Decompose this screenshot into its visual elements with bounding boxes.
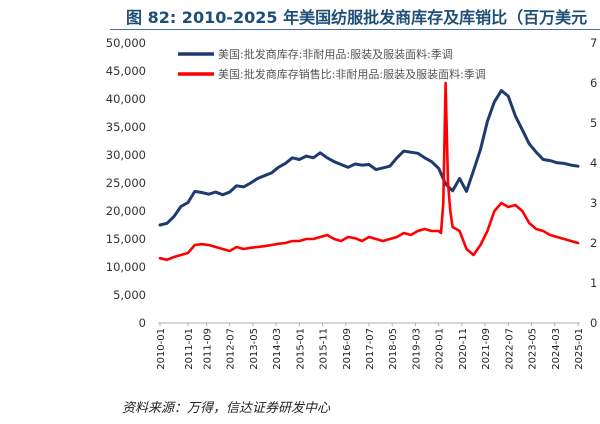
right-tick-label: 0 <box>590 316 597 330</box>
right-tick-label: 2 <box>590 236 597 250</box>
right-tick-label: 1 <box>590 276 597 290</box>
inventory-sales-ratio-line <box>158 81 580 262</box>
x-tick-label: 2018-05 <box>388 328 399 370</box>
x-tick-label: 2015-11 <box>319 328 330 370</box>
figure-title: 图 82: 2010-2025 年美国纺服批发商库存及库销比（百万美元 <box>126 8 588 27</box>
left-tick-label: 40,000 <box>106 92 146 106</box>
x-tick-label: 2024-03 <box>551 328 562 370</box>
legend-label-inventory: 美国:批发商库存:非耐用品:服装及服装面料:季调 <box>218 47 453 61</box>
x-tick-label: 2011-09 <box>202 328 213 370</box>
x-tick-label: 2015-01 <box>295 328 306 370</box>
left-tick-label: 20,000 <box>106 204 146 218</box>
left-tick-label: 5,000 <box>113 288 146 302</box>
left-axis: 0 5,000 10,000 15,000 20,000 25,000 30,000 35,0… <box>106 36 146 330</box>
x-tick-label: 2016-09 <box>342 328 353 370</box>
x-tick-label: 2023-05 <box>528 328 539 370</box>
right-tick-label: 5 <box>590 116 597 130</box>
right-axis: 0 1 2 3 4 5 6 7 <box>590 36 597 330</box>
legend: 美国:批发商库存:非耐用品:服装及服装面料:季调美国:批发商库存销售比:非耐用品… <box>178 47 486 81</box>
x-tick-label: 2013-05 <box>249 328 260 370</box>
left-tick-label: 50,000 <box>106 36 146 50</box>
x-tick-label: 2017-07 <box>365 328 376 370</box>
title-underline <box>110 29 600 30</box>
x-tick-label: 2025-01 <box>574 328 585 370</box>
right-tick-label: 4 <box>590 156 597 170</box>
source-note: 资料来源：万得，信达证券研发中心 <box>122 401 331 416</box>
right-tick-label: 7 <box>590 36 597 50</box>
x-tick-label: 2021-09 <box>481 328 492 370</box>
x-tick-label: 2010-01 <box>156 328 167 370</box>
left-tick-label: 45,000 <box>106 64 146 78</box>
x-tick-label: 2012-07 <box>226 328 237 370</box>
series-lines <box>158 81 580 262</box>
left-tick-label: 35,000 <box>106 120 146 134</box>
x-tick-label: 2011-01 <box>184 328 195 370</box>
x-tick-label: 2020-11 <box>458 328 469 370</box>
x-tick-label: 2020-01 <box>435 328 446 370</box>
x-tick-label: 2014-03 <box>272 328 283 370</box>
x-tick-label: 2019-03 <box>411 328 422 370</box>
left-tick-label: 10,000 <box>106 260 146 274</box>
right-tick-label: 6 <box>590 76 597 90</box>
left-tick-label: 0 <box>139 316 146 330</box>
left-tick-label: 25,000 <box>106 176 146 190</box>
legend-label-ratio: 美国:批发商库存销售比:非耐用品:服装及服装面料:季调 <box>218 67 486 81</box>
right-tick-label: 3 <box>590 196 597 210</box>
inventory-line <box>158 89 580 227</box>
left-tick-label: 30,000 <box>106 148 146 162</box>
x-axis: 2010-01 2011-01 2011-09 2012-07 2013-05 2014-… <box>156 323 585 370</box>
left-tick-label: 15,000 <box>106 232 146 246</box>
x-tick-label: 2022-07 <box>504 328 515 370</box>
